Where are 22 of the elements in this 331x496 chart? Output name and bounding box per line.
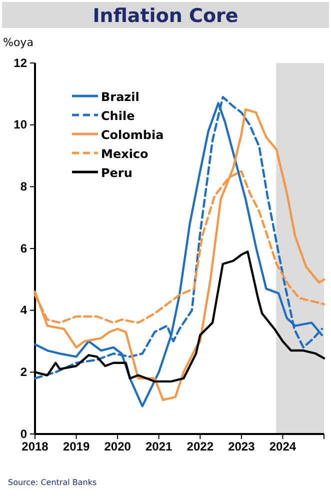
x-tick-label: 2021 — [146, 440, 173, 454]
y-tick-label: 2 — [20, 365, 28, 380]
y-axis-title: %oya — [3, 36, 34, 49]
legend-label: Colombia — [101, 128, 164, 142]
legend-label: Mexico — [101, 147, 148, 161]
legend-label: Peru — [101, 166, 132, 180]
legend-label: Brazil — [101, 90, 140, 104]
x-tick-label: 2020 — [104, 440, 132, 454]
y-tick-label: 12 — [14, 56, 28, 70]
y-tick-label: 6 — [20, 241, 28, 256]
x-tick-label: 2022 — [186, 440, 214, 454]
y-tick-label: 8 — [20, 180, 28, 194]
x-tick-label: 2023 — [228, 440, 256, 454]
x-tick-label: 2024 — [269, 440, 296, 454]
chart-title: Inflation Core — [92, 5, 238, 27]
y-tick-label: 0 — [20, 426, 28, 441]
y-tick-label: 10 — [14, 118, 28, 132]
y-tick-label: 4 — [20, 303, 28, 318]
x-tick-label: 2019 — [62, 440, 90, 454]
x-tick-label: 2018 — [22, 440, 49, 454]
source-note: Source: Central Banks — [8, 478, 97, 487]
legend-label: Chile — [101, 109, 135, 123]
